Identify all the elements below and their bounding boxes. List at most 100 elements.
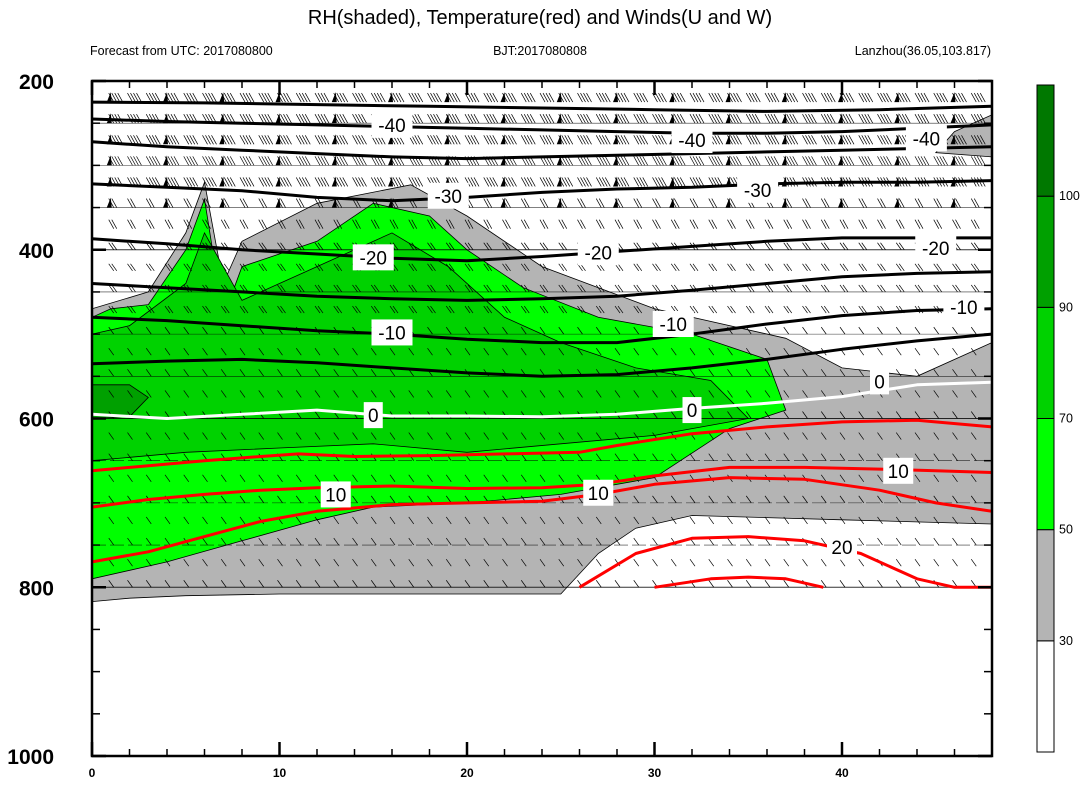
wind-barb	[786, 219, 793, 229]
wind-barb	[655, 263, 661, 272]
wind-barb	[973, 219, 980, 229]
wind-barb	[745, 516, 752, 525]
wind-barb	[958, 114, 964, 124]
wind-barb	[258, 495, 265, 504]
wind-barb	[526, 92, 533, 103]
wind-barb	[258, 305, 265, 314]
wind-barb	[317, 114, 324, 124]
wind-barb	[298, 242, 305, 250]
wind-barb	[414, 135, 421, 145]
wind-barb	[502, 390, 508, 398]
wind-barb	[858, 135, 865, 145]
contour-label-box	[371, 111, 413, 138]
wind-barb	[595, 284, 602, 293]
wind-barb	[845, 92, 852, 103]
wind-barb	[130, 135, 136, 145]
wind-barb	[277, 219, 283, 229]
wind-barb	[361, 156, 367, 166]
wind-barb	[673, 156, 680, 166]
wind-barb	[708, 114, 715, 124]
wind-barb	[727, 348, 733, 356]
wind-barb	[895, 390, 902, 398]
wind-barb	[202, 92, 208, 103]
wind-barb	[542, 284, 549, 293]
wind-barb	[642, 92, 649, 103]
wind-barb	[936, 263, 943, 272]
wind-barb	[839, 284, 846, 293]
wind-barb	[617, 242, 624, 250]
wind-barb	[558, 348, 565, 356]
wind-barb	[370, 516, 377, 525]
wind-barb	[127, 219, 133, 229]
wind-barb	[636, 263, 643, 272]
wind-barb	[245, 135, 252, 145]
wind-barb	[783, 432, 790, 440]
contour-label-box	[427, 182, 469, 209]
wind-barb	[523, 92, 530, 103]
wind-barb	[336, 242, 343, 250]
wind-barb	[448, 242, 455, 250]
wind-barb	[164, 453, 171, 461]
wind-barb	[430, 284, 436, 293]
wind-barb	[505, 198, 511, 208]
wind-barb	[239, 390, 246, 398]
wind-barb	[727, 516, 733, 525]
wind-barb	[614, 305, 621, 314]
wind-barb	[173, 156, 180, 166]
wind-barb	[561, 305, 568, 314]
wind-barb	[842, 156, 849, 166]
wind-barb	[802, 411, 808, 419]
wind-barb-flag	[163, 176, 168, 187]
wind-barb	[408, 432, 415, 440]
wind-barb	[820, 495, 827, 504]
wind-barb	[392, 92, 399, 103]
wind-barb	[389, 558, 396, 567]
wind-barb-flag	[950, 197, 956, 208]
wind-barb	[652, 198, 658, 208]
wind-barb	[961, 156, 967, 166]
wind-barb	[389, 537, 396, 546]
wind-barb	[802, 219, 808, 229]
wind-barb	[361, 92, 367, 103]
contour-label-box	[943, 294, 985, 321]
wind-barb	[130, 156, 136, 166]
wind-barb	[733, 156, 739, 166]
wind-barb	[542, 305, 549, 314]
wind-barb	[580, 114, 586, 124]
temperature-contour-0-5	[92, 380, 992, 420]
wind-barb	[767, 114, 774, 124]
wind-barb	[239, 177, 246, 187]
wind-barb	[280, 263, 286, 272]
wind-barb	[861, 242, 868, 250]
wind-barb	[539, 558, 546, 567]
wind-barb	[205, 135, 211, 145]
wind-barb	[226, 92, 233, 103]
wind-barb	[136, 92, 142, 103]
wind-barb	[633, 432, 640, 440]
wind-barb	[727, 305, 733, 314]
wind-barb	[689, 516, 696, 525]
wind-barb	[805, 135, 811, 145]
contour-label-box	[671, 127, 713, 154]
wind-barb	[639, 135, 646, 145]
wind-barb	[811, 156, 817, 166]
wind-barb	[745, 135, 752, 145]
wind-barb	[933, 474, 940, 482]
contour-label: -10	[660, 315, 687, 336]
wind-barb	[811, 114, 817, 124]
wind-barb	[145, 177, 152, 187]
wind-barb	[445, 263, 452, 272]
wind-barb	[661, 114, 667, 124]
wind-barb	[352, 305, 358, 314]
wind-barb	[183, 580, 190, 588]
wind-barb	[598, 219, 605, 229]
wind-barb	[708, 92, 715, 103]
wind-barb	[183, 432, 190, 440]
wind-barb	[145, 474, 152, 482]
wind-barb	[614, 432, 621, 440]
wind-barb	[339, 114, 346, 124]
wind-barb	[586, 92, 592, 103]
wind-barb	[952, 369, 958, 377]
wind-barb	[154, 156, 161, 166]
wind-barb	[333, 390, 340, 398]
